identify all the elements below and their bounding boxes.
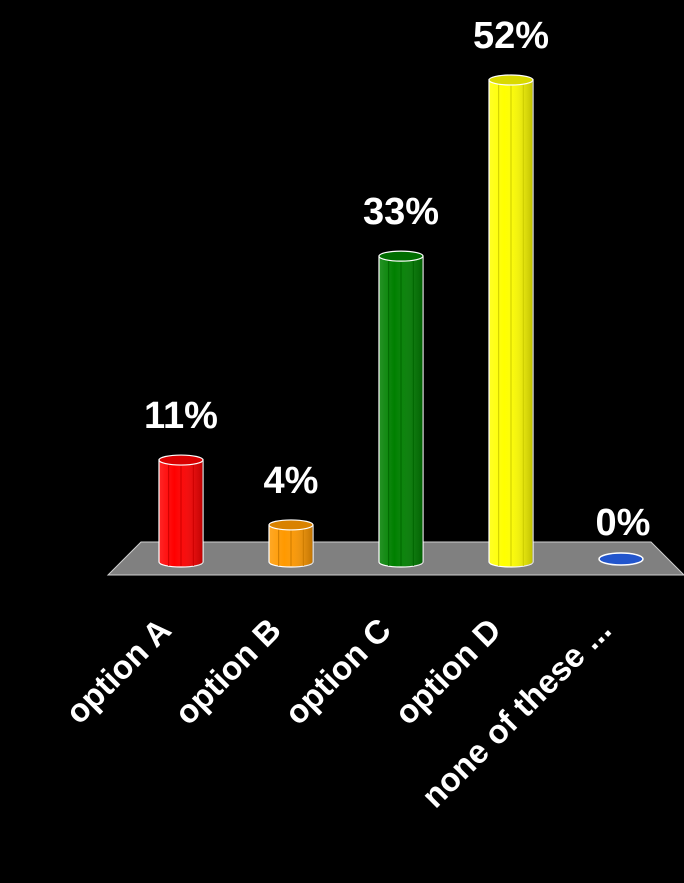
bar-top bbox=[488, 74, 534, 86]
labels-layer: 11%option A4%option B33%option C52%optio… bbox=[58, 15, 650, 815]
value-label: 52% bbox=[473, 15, 549, 57]
bar bbox=[598, 552, 644, 566]
category-label: option C bbox=[277, 611, 398, 732]
category-label: none of these ... bbox=[414, 611, 618, 815]
bar-top bbox=[158, 454, 204, 466]
bars-layer bbox=[158, 74, 644, 568]
bar-top bbox=[598, 552, 644, 566]
value-label: 0% bbox=[596, 502, 651, 544]
value-label: 33% bbox=[363, 191, 439, 233]
category-label: option B bbox=[167, 611, 288, 732]
bar bbox=[158, 454, 204, 568]
bar bbox=[378, 250, 424, 568]
bar-top bbox=[378, 250, 424, 262]
bar-top bbox=[268, 519, 314, 531]
value-label: 11% bbox=[144, 395, 218, 437]
bar bbox=[268, 519, 314, 568]
category-label: option A bbox=[58, 611, 178, 731]
value-label: 4% bbox=[264, 460, 319, 502]
bar bbox=[488, 74, 534, 568]
